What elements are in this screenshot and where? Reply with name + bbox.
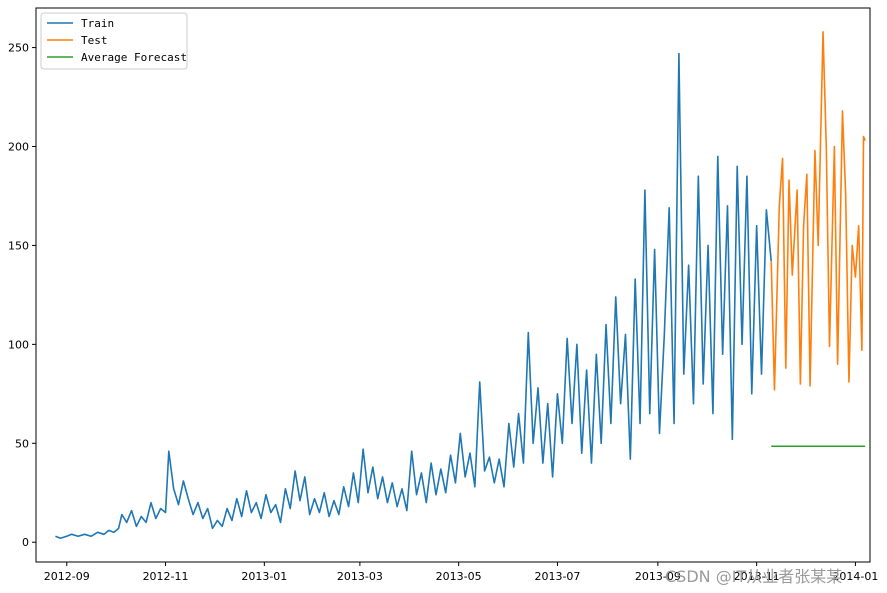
y-tick-label: 50 [15, 437, 29, 450]
series-line-test [770, 30, 866, 391]
legend-label: Train [81, 17, 114, 30]
legend-label: Average Forecast [81, 51, 187, 64]
x-axis: 2012-09 2012-11 2013-01 2013-03 2013-05 2013-… [44, 562, 878, 583]
y-tick-label: 100 [8, 338, 29, 351]
legend-label: Test [81, 34, 108, 47]
legend: Train Test Average Forecast [40, 12, 188, 70]
x-tick-label: 2013-03 [337, 570, 383, 583]
y-tick-label: 200 [8, 141, 29, 154]
x-tick-label: 2012-09 [44, 570, 90, 583]
plot-frame [35, 7, 871, 563]
x-tick-label: 2013-11 [734, 570, 780, 583]
x-tick-label: 2013-07 [534, 570, 580, 583]
y-tick-label: 250 [8, 42, 29, 55]
x-tick-label: 2013-09 [635, 570, 681, 583]
y-tick-label: 150 [8, 239, 29, 252]
x-tick-label: 2013-05 [436, 570, 482, 583]
x-tick-label: 2012-11 [143, 570, 189, 583]
x-tick-label: 2014-01 [832, 570, 878, 583]
plot-lines [55, 30, 866, 540]
y-axis: 0 50 100 150 200 250 [8, 42, 36, 549]
legend-box [40, 12, 188, 70]
y-tick-label: 0 [22, 536, 29, 549]
x-tick-label: 2013-01 [241, 570, 287, 583]
watermark: CSDN @IT从业者张某某 [665, 567, 842, 586]
series-line-train [55, 52, 773, 540]
